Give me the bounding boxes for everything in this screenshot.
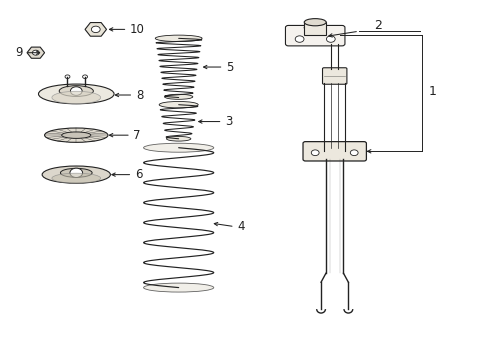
- Ellipse shape: [155, 35, 202, 41]
- Ellipse shape: [166, 136, 190, 141]
- Ellipse shape: [61, 132, 91, 138]
- Circle shape: [295, 36, 304, 42]
- Circle shape: [326, 36, 334, 42]
- Ellipse shape: [39, 84, 114, 104]
- Circle shape: [32, 50, 39, 55]
- Text: 6: 6: [135, 168, 142, 181]
- Text: 10: 10: [130, 23, 144, 36]
- Text: 5: 5: [225, 60, 233, 73]
- FancyBboxPatch shape: [304, 22, 325, 35]
- Ellipse shape: [304, 19, 325, 26]
- Circle shape: [311, 150, 319, 156]
- Text: 2: 2: [373, 19, 381, 32]
- FancyBboxPatch shape: [303, 141, 366, 161]
- Ellipse shape: [143, 143, 213, 152]
- Circle shape: [70, 87, 82, 95]
- Ellipse shape: [52, 173, 101, 183]
- Circle shape: [70, 168, 82, 177]
- Circle shape: [349, 150, 357, 156]
- Ellipse shape: [59, 86, 93, 96]
- Text: 1: 1: [427, 85, 435, 98]
- Ellipse shape: [44, 128, 108, 142]
- FancyBboxPatch shape: [322, 68, 346, 84]
- Ellipse shape: [164, 94, 192, 99]
- Ellipse shape: [52, 91, 101, 104]
- Ellipse shape: [304, 24, 325, 32]
- Text: 3: 3: [224, 115, 232, 128]
- Text: 7: 7: [133, 129, 141, 142]
- Circle shape: [82, 75, 87, 78]
- Ellipse shape: [61, 168, 92, 177]
- Text: 4: 4: [237, 220, 244, 233]
- FancyBboxPatch shape: [285, 26, 344, 46]
- Text: 8: 8: [136, 89, 143, 102]
- Circle shape: [65, 75, 70, 78]
- Ellipse shape: [143, 283, 213, 292]
- Circle shape: [91, 26, 100, 33]
- Ellipse shape: [42, 166, 110, 183]
- Text: 9: 9: [15, 46, 22, 59]
- Ellipse shape: [159, 102, 198, 108]
